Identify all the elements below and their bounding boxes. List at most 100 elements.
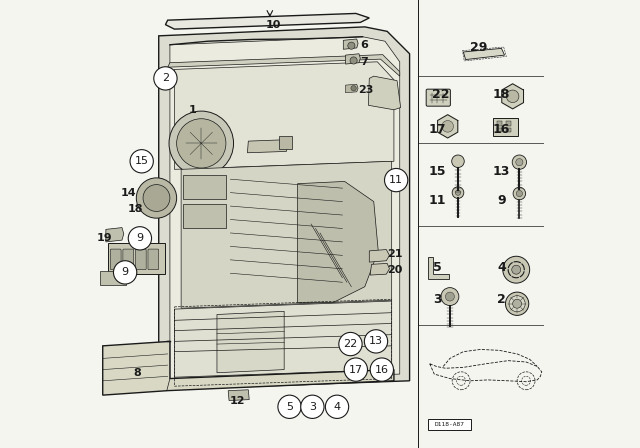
Text: 13: 13 [493,164,510,178]
Circle shape [442,121,454,132]
Circle shape [128,227,152,250]
Text: 8: 8 [133,368,141,378]
Polygon shape [248,140,288,153]
Circle shape [455,190,461,195]
Circle shape [445,292,454,301]
Text: 18: 18 [493,87,510,101]
Circle shape [113,261,137,284]
FancyBboxPatch shape [497,128,502,132]
Text: 10: 10 [265,20,281,30]
Circle shape [143,185,170,211]
Text: 20: 20 [388,265,403,275]
Text: 4: 4 [333,402,340,412]
Circle shape [364,330,388,353]
Circle shape [348,42,355,49]
Circle shape [344,358,367,381]
Polygon shape [174,62,394,169]
Circle shape [339,332,362,356]
Polygon shape [428,257,449,279]
Circle shape [130,150,154,173]
Text: 9: 9 [497,194,506,207]
Polygon shape [170,37,400,382]
Text: 15: 15 [134,156,148,166]
Circle shape [301,395,324,418]
Circle shape [506,292,529,315]
Text: 12: 12 [229,396,245,406]
FancyBboxPatch shape [136,249,146,270]
Polygon shape [228,390,249,401]
Text: 3: 3 [309,402,316,412]
Text: 5: 5 [286,402,293,412]
Text: 5: 5 [433,261,442,275]
Text: 19: 19 [96,233,112,243]
Circle shape [169,111,234,176]
Circle shape [350,57,357,64]
Polygon shape [181,161,392,308]
Text: 16: 16 [375,365,389,375]
Circle shape [278,395,301,418]
Text: 2: 2 [162,73,169,83]
Text: 22: 22 [343,339,358,349]
Circle shape [452,187,464,198]
Circle shape [503,256,530,283]
Text: 22: 22 [432,87,450,101]
Polygon shape [106,228,124,242]
Circle shape [506,90,519,103]
Text: 17: 17 [429,122,446,136]
FancyBboxPatch shape [497,121,502,126]
Circle shape [136,178,177,218]
Circle shape [370,358,394,381]
Polygon shape [343,39,358,49]
Text: 11: 11 [389,175,403,185]
FancyBboxPatch shape [183,204,226,228]
Circle shape [509,296,525,312]
Text: 6: 6 [360,40,368,50]
Polygon shape [346,84,358,93]
Polygon shape [369,76,401,110]
Text: 4: 4 [497,261,506,275]
Text: 3: 3 [433,293,442,306]
Polygon shape [168,55,400,76]
Circle shape [441,288,459,306]
FancyBboxPatch shape [493,118,518,136]
Polygon shape [102,341,394,395]
Polygon shape [298,181,378,302]
FancyBboxPatch shape [123,249,134,270]
Polygon shape [370,263,389,275]
Circle shape [516,190,522,197]
FancyBboxPatch shape [110,249,121,270]
Text: 14: 14 [120,188,136,198]
Text: 17: 17 [349,365,363,375]
Polygon shape [438,115,458,138]
Circle shape [177,119,226,168]
Polygon shape [174,301,392,377]
Text: 23: 23 [358,86,373,95]
Polygon shape [463,48,504,60]
Circle shape [512,265,521,274]
Polygon shape [502,84,524,109]
FancyBboxPatch shape [183,175,226,199]
Circle shape [513,299,522,308]
FancyBboxPatch shape [428,419,472,430]
Circle shape [154,67,177,90]
Polygon shape [165,13,369,29]
Circle shape [385,168,408,192]
Text: 7: 7 [360,57,368,67]
FancyBboxPatch shape [279,136,292,149]
FancyBboxPatch shape [148,249,159,270]
Circle shape [325,395,349,418]
Polygon shape [217,311,284,373]
FancyBboxPatch shape [426,89,451,106]
Circle shape [351,86,356,91]
FancyBboxPatch shape [506,128,511,132]
FancyBboxPatch shape [100,271,125,285]
Polygon shape [369,250,389,262]
Polygon shape [159,27,410,390]
Text: 16: 16 [493,122,510,136]
Text: 2: 2 [497,293,506,306]
FancyBboxPatch shape [108,243,165,274]
Text: D118-A87: D118-A87 [435,422,465,427]
Text: 15: 15 [429,164,446,178]
Text: 21: 21 [387,250,403,259]
FancyBboxPatch shape [506,121,511,126]
